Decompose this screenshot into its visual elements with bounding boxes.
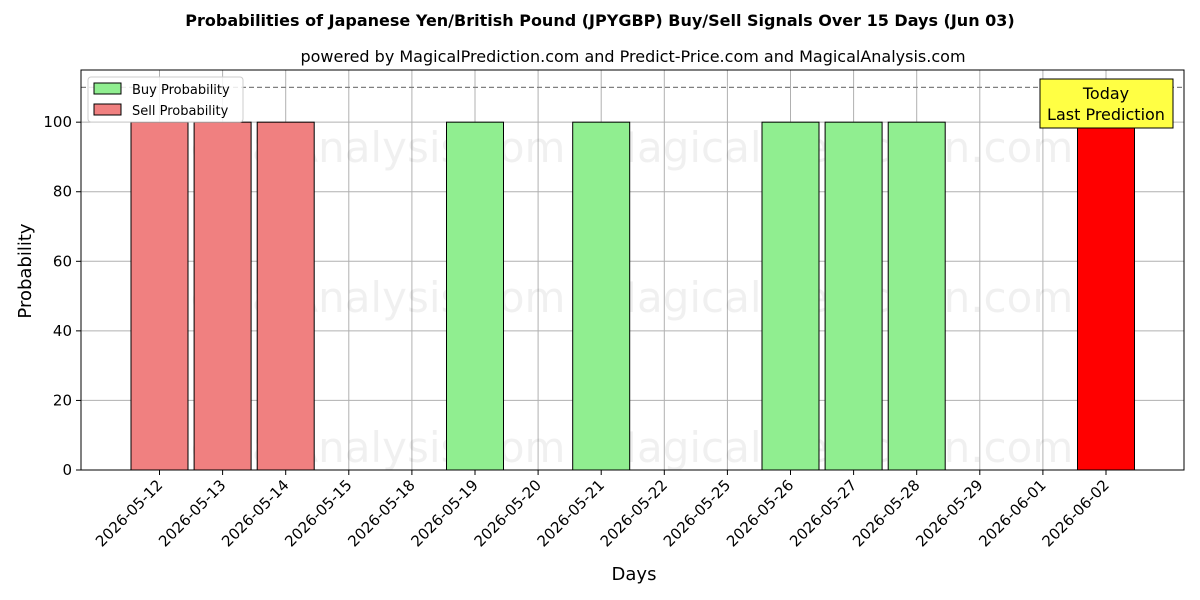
buy-bar (887, 121, 946, 471)
buy-bar (824, 121, 883, 471)
x-tick-label: 2026-05-19 (407, 476, 481, 550)
x-axis-label: Days (612, 564, 657, 585)
annotation-line1: Today (1082, 84, 1129, 103)
legend-label-buy: Buy Probability (132, 83, 230, 98)
buy-bar (446, 121, 504, 471)
x-tick-label: 2026-05-15 (281, 476, 355, 550)
x-tick-label: 2026-05-27 (786, 476, 860, 550)
annotation-box (1039, 78, 1174, 129)
buy-bar (572, 121, 631, 471)
x-tick-label: 2026-05-12 (92, 476, 166, 550)
x-tick-label: 2026-05-28 (849, 476, 923, 550)
x-tick-label: 2026-05-20 (471, 476, 545, 550)
x-tick-label: 2026-06-01 (975, 476, 1049, 550)
chart-title: Probabilities of Japanese Yen/British Po… (185, 11, 1014, 30)
buy-bar (761, 121, 820, 471)
sell-bar (256, 121, 315, 471)
y-tick-label: 20 (53, 391, 72, 409)
plot-frame (80, 69, 1185, 471)
x-tick-label: 2026-05-21 (534, 476, 608, 550)
sell-bar (193, 121, 252, 471)
legend-label-sell: Sell Probability (132, 104, 229, 119)
x-tick-label: 2026-05-29 (912, 476, 986, 550)
x-tick-label: 2026-05-13 (155, 476, 229, 550)
chart-subtitle: powered by MagicalPrediction.com and Pre… (300, 47, 965, 66)
today-annotation: Today Last Prediction (1039, 78, 1174, 129)
legend: Buy Probability Sell Probability (87, 76, 244, 123)
today-bar (1077, 121, 1135, 471)
legend-frame (87, 76, 244, 123)
y-tick-label: 0 (62, 461, 72, 479)
x-tick-label: 2026-05-25 (660, 476, 734, 550)
x-tick-label: 2026-06-02 (1038, 476, 1112, 550)
x-tick-label: 2026-05-22 (597, 476, 671, 550)
x-tick-label: 2026-05-18 (344, 476, 418, 550)
y-axis-ticks: 0 20 40 60 80 100 (43, 113, 81, 479)
legend-swatch-sell (93, 103, 122, 116)
y-tick-label: 80 (53, 183, 72, 201)
x-tick-label: 2026-05-14 (218, 476, 292, 550)
x-tick-label: 2026-05-26 (723, 476, 797, 550)
y-tick-label: 40 (53, 322, 72, 340)
y-axis-label: Probability (15, 223, 36, 318)
y-tick-label: 60 (53, 252, 72, 270)
sell-bar (130, 121, 189, 471)
legend-swatch-buy (93, 82, 122, 95)
x-axis-ticks: 2026-05-122026-05-132026-05-142026-05-15… (92, 470, 1113, 550)
annotation-line2: Last Prediction (1047, 105, 1165, 124)
y-tick-label: 100 (43, 113, 72, 131)
